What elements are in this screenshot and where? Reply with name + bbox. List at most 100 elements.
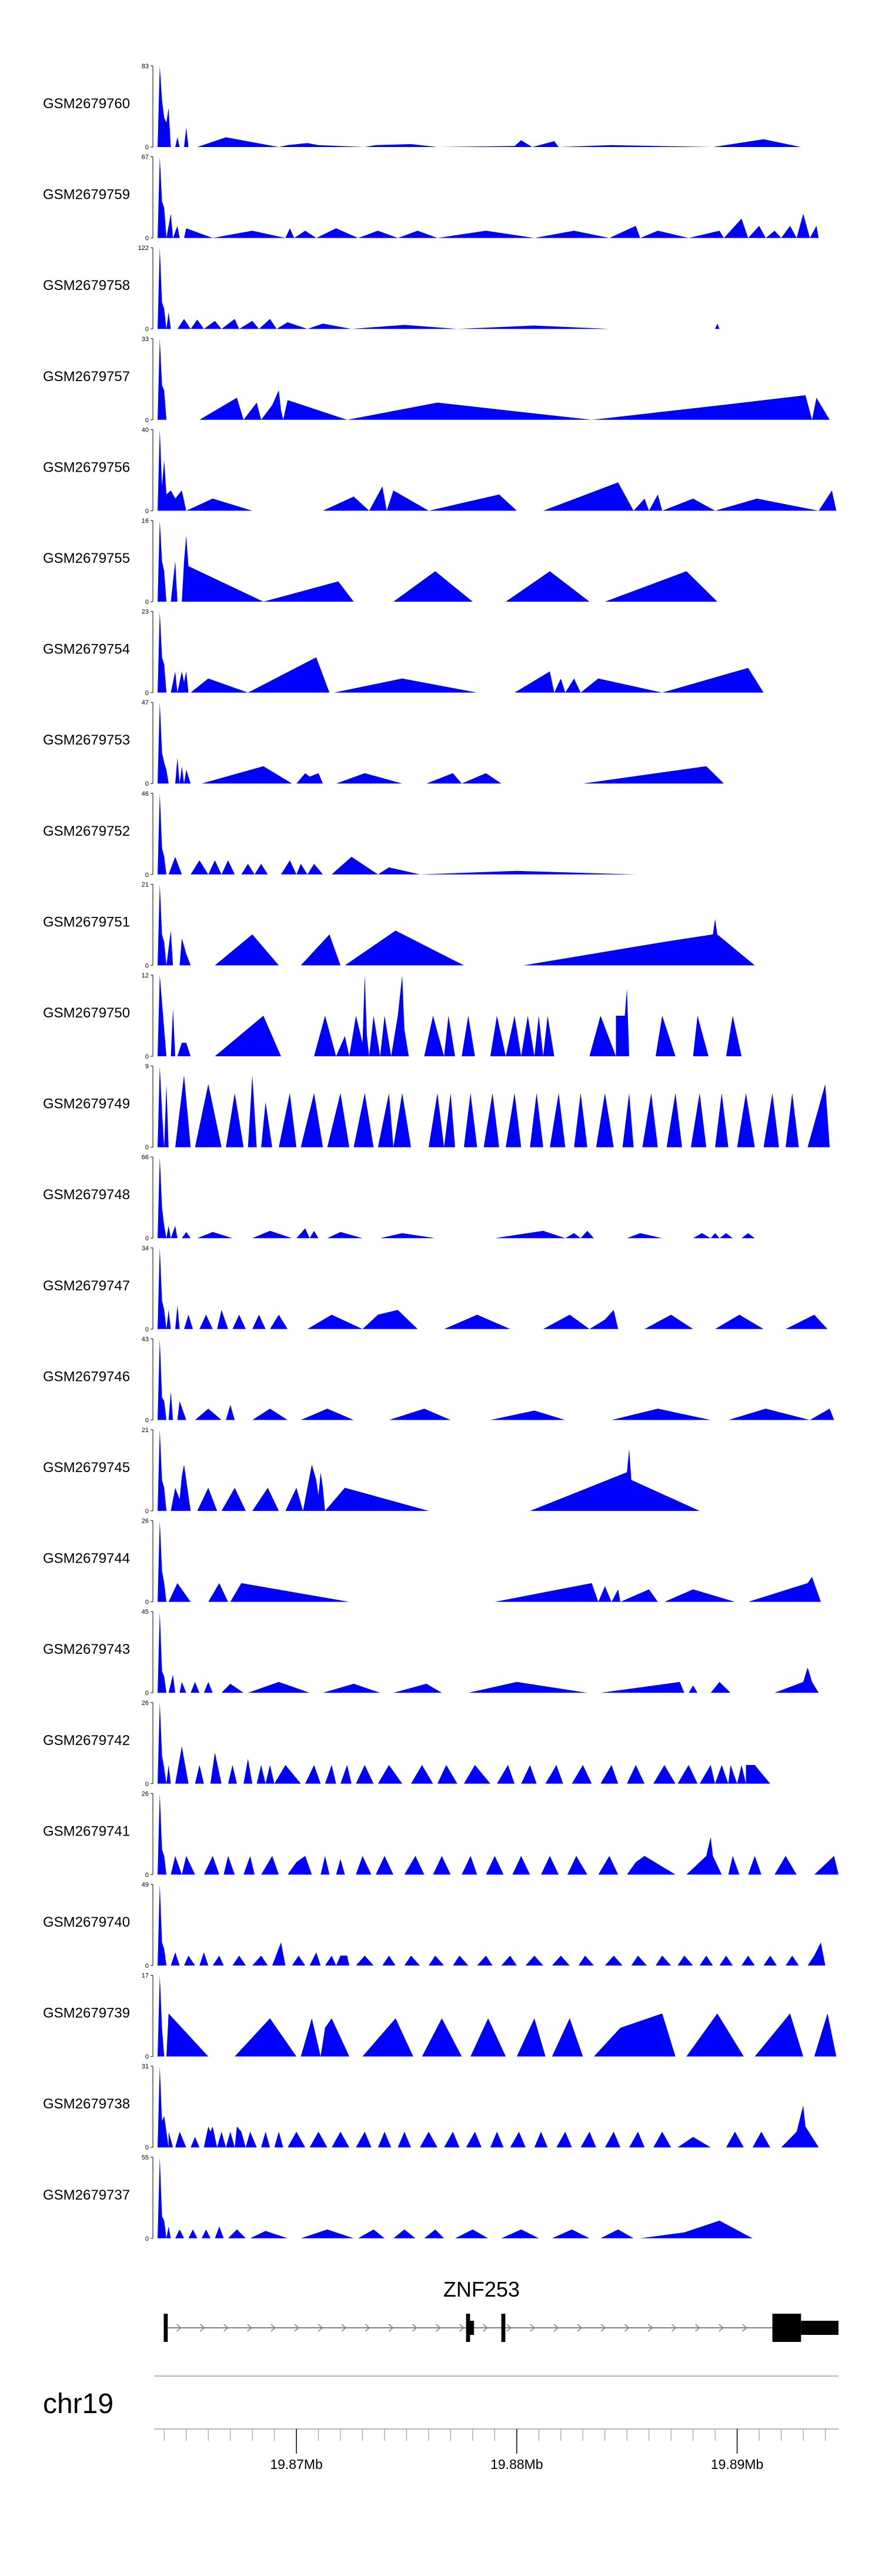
axis-tick-label: 19.88Mb (490, 2457, 543, 2472)
track-GSM2679739: GSM2679739 17 0 (43, 1973, 837, 2061)
y-min-label: 0 (145, 144, 149, 151)
y-min-label: 0 (145, 872, 149, 879)
strand-arrows (176, 2324, 748, 2332)
y-max-label: 26 (142, 1790, 149, 1797)
track-GSM2679750: GSM2679750 12 0 (43, 972, 742, 1060)
strand-arrow (318, 2324, 323, 2332)
strand-arrow (600, 2324, 606, 2332)
coverage-area (158, 1611, 819, 1693)
track-label: GSM2679757 (43, 369, 130, 385)
y-max-label: 9 (145, 1063, 149, 1070)
track-label: GSM2679742 (43, 1733, 130, 1749)
track-label: GSM2679746 (43, 1369, 130, 1384)
y-min-label: 0 (145, 508, 149, 515)
y-min-label: 0 (145, 2235, 149, 2243)
track-label: GSM2679737 (43, 2187, 130, 2203)
y-min-label: 0 (145, 326, 149, 333)
track-label: GSM2679756 (43, 459, 130, 475)
track-GSM2679756: GSM2679756 40 0 (43, 426, 837, 515)
track-label: GSM2679748 (43, 1187, 130, 1203)
strand-arrow (412, 2324, 417, 2332)
y-max-label: 12 (142, 972, 149, 979)
track-label: GSM2679749 (43, 1096, 130, 1112)
y-min-label: 0 (145, 1781, 149, 1788)
y-max-label: 122 (138, 245, 149, 252)
strand-arrow (577, 2324, 583, 2332)
coverage-area (158, 884, 755, 966)
strand-arrow (270, 2324, 276, 2332)
track-GSM2679759: GSM2679759 67 0 (43, 154, 819, 242)
track-GSM2679760: GSM2679760 83 0 (43, 63, 801, 151)
track-label: GSM2679754 (43, 642, 130, 658)
track-label: GSM2679752 (43, 823, 130, 839)
y-max-label: 45 (142, 1609, 149, 1616)
coverage-area (158, 338, 830, 420)
track-GSM2679738: GSM2679738 31 0 (43, 2063, 819, 2151)
strand-arrow (200, 2324, 205, 2332)
gene-name-label: ZNF253 (443, 2277, 520, 2301)
track-GSM2679740: GSM2679740 49 0 (43, 1881, 826, 1970)
track-label: GSM2679750 (43, 1005, 130, 1021)
track-GSM2679753: GSM2679753 47 0 (43, 699, 724, 788)
coverage-area (158, 1339, 834, 1420)
y-min-label: 0 (145, 2144, 149, 2151)
y-min-label: 0 (145, 417, 149, 424)
strand-arrow (719, 2324, 724, 2332)
y-min-label: 0 (145, 1871, 149, 1878)
track-label: GSM2679741 (43, 1823, 130, 1839)
track-GSM2679743: GSM2679743 45 0 (43, 1609, 819, 1697)
y-max-label: 26 (142, 1518, 149, 1525)
y-min-label: 0 (145, 1690, 149, 1697)
track-label: GSM2679759 (43, 187, 130, 203)
y-min-label: 0 (145, 1963, 149, 1970)
strand-arrow (553, 2324, 559, 2332)
coverage-area (158, 156, 819, 238)
y-min-label: 0 (145, 1326, 149, 1333)
track-label: GSM2679739 (43, 2006, 130, 2021)
track-label: GSM2679751 (43, 914, 130, 930)
signal-tracks: GSM2679760 83 0 GSM2679759 67 0 GSM2679758 122 0… (43, 63, 838, 2243)
y-max-label: 47 (142, 699, 149, 706)
track-label: GSM2679745 (43, 1460, 130, 1476)
strand-arrow (294, 2324, 300, 2332)
y-max-label: 21 (142, 881, 149, 888)
coverage-area (158, 975, 742, 1056)
track-GSM2679744: GSM2679744 26 0 (43, 1518, 821, 1606)
track-label: GSM2679753 (43, 732, 130, 748)
y-min-label: 0 (145, 2054, 149, 2061)
y-min-label: 0 (145, 690, 149, 697)
coverage-area (158, 520, 717, 602)
y-min-label: 0 (145, 599, 149, 606)
coverage-area (158, 1066, 830, 1147)
track-GSM2679749: GSM2679749 9 0 (43, 1063, 830, 1152)
y-min-label: 0 (145, 962, 149, 969)
y-min-label: 0 (145, 1235, 149, 1242)
genomic-x-axis: 19.87Mb 19.88Mb 19.89Mb (154, 2375, 838, 2472)
y-max-label: 17 (142, 1973, 149, 1980)
gene-exon (163, 2314, 168, 2342)
coverage-area (158, 1520, 821, 1602)
strand-arrow (341, 2324, 347, 2332)
strand-arrow (647, 2324, 653, 2332)
track-GSM2679754: GSM2679754 23 0 (43, 609, 764, 697)
track-label: GSM2679758 (43, 278, 130, 293)
y-max-label: 67 (142, 154, 149, 161)
coverage-area (158, 1884, 826, 1966)
coverage-area (158, 793, 636, 875)
track-label: GSM2679738 (43, 2096, 130, 2112)
strand-arrow (365, 2324, 370, 2332)
strand-arrow (388, 2324, 394, 2332)
coverage-area (158, 1975, 837, 2057)
strand-arrow (436, 2324, 441, 2332)
y-max-label: 83 (142, 63, 149, 70)
strand-arrow (223, 2324, 229, 2332)
track-GSM2679742: GSM2679742 26 0 (43, 1700, 770, 1788)
track-label: GSM2679760 (43, 96, 130, 112)
y-max-label: 33 (142, 336, 149, 343)
strand-arrow (624, 2324, 630, 2332)
track-GSM2679752: GSM2679752 46 0 (43, 790, 636, 879)
coverage-area (158, 248, 779, 329)
strand-arrow (483, 2324, 488, 2332)
strand-arrow (459, 2324, 465, 2332)
